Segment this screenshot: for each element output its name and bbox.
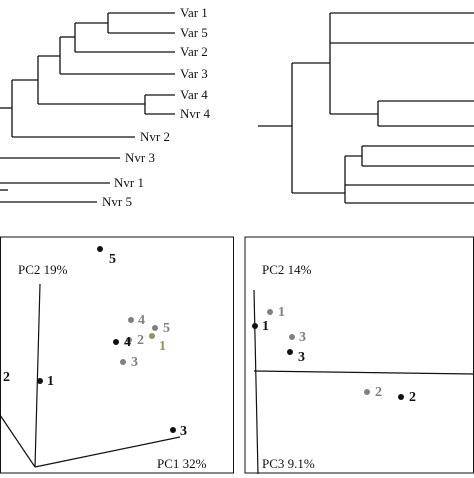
leaf-label: Var 1 (180, 5, 208, 20)
axis-third (0, 414, 36, 468)
dendrogram-left-labels: Var 1 Var 5 Var 2 Var 3 Var 4 Nvr 4 Nvr … (102, 5, 210, 209)
dendrogram-left (0, 12, 175, 203)
pca-point-label: 2 (409, 390, 416, 405)
pca-point (37, 378, 43, 384)
pca-point-label: 5 (109, 252, 116, 267)
pca-axes (0, 283, 181, 468)
pca-point-label: 2 (137, 333, 144, 348)
panel-frame (0, 236, 234, 474)
pca-point-label: 1 (262, 319, 269, 334)
axis-pc3 (253, 370, 474, 375)
pca-point-label: 3 (131, 355, 138, 370)
pca-point (170, 427, 176, 433)
pca-point (287, 349, 293, 355)
leaf-label: Var 2 (180, 44, 208, 59)
pca-point-label: 4 (124, 335, 131, 350)
leaf-label: Nvr 4 (180, 106, 210, 121)
leaf-label: Nvr 3 (125, 150, 155, 165)
pca-point-label: 3 (298, 350, 305, 365)
pca-point (113, 339, 119, 345)
pca-point-label: 2 (375, 385, 382, 400)
axis-y-label: PC2 14% (262, 262, 312, 277)
pca-point-label: 5 (163, 321, 170, 336)
leaf-label: Var 3 (180, 66, 208, 81)
pca-point-label: 4 (138, 313, 145, 328)
axis-x-label: PC1 32% (157, 456, 207, 471)
pca-axes (253, 289, 474, 475)
pca-point (120, 359, 126, 365)
axis-pc1 (34, 436, 181, 468)
pca-point-label: 1 (159, 339, 166, 354)
pca-point (252, 323, 258, 329)
axis-pc2 (253, 289, 259, 475)
leaf-label: Var 5 (180, 25, 208, 40)
pca-point (364, 389, 370, 395)
pca-point (398, 394, 404, 400)
pca-point-label: 3 (299, 330, 306, 345)
pca-point (149, 333, 155, 339)
pca-point-label: 1 (278, 305, 285, 320)
pca-point (267, 309, 273, 315)
pca-point (128, 317, 134, 323)
leaf-label: Nvr 2 (140, 129, 170, 144)
pca-point (97, 246, 103, 252)
axis-pc2 (34, 283, 41, 468)
pca-point-label: 1 (47, 374, 54, 389)
dendrogram-right (258, 12, 474, 204)
axis-x-label: PC3 9.1% (262, 456, 315, 471)
axis-y-label: PC2 19% (18, 262, 68, 277)
pca-point (289, 334, 295, 340)
leaf-label: Nvr 5 (102, 194, 132, 209)
leaf-label: Nvr 1 (114, 175, 144, 190)
pca-point-label: 2 (3, 370, 10, 385)
pca-point (152, 325, 158, 331)
pca-point-label: 3 (180, 424, 187, 439)
leaf-label: Var 4 (180, 87, 208, 102)
pca-point (126, 337, 132, 343)
